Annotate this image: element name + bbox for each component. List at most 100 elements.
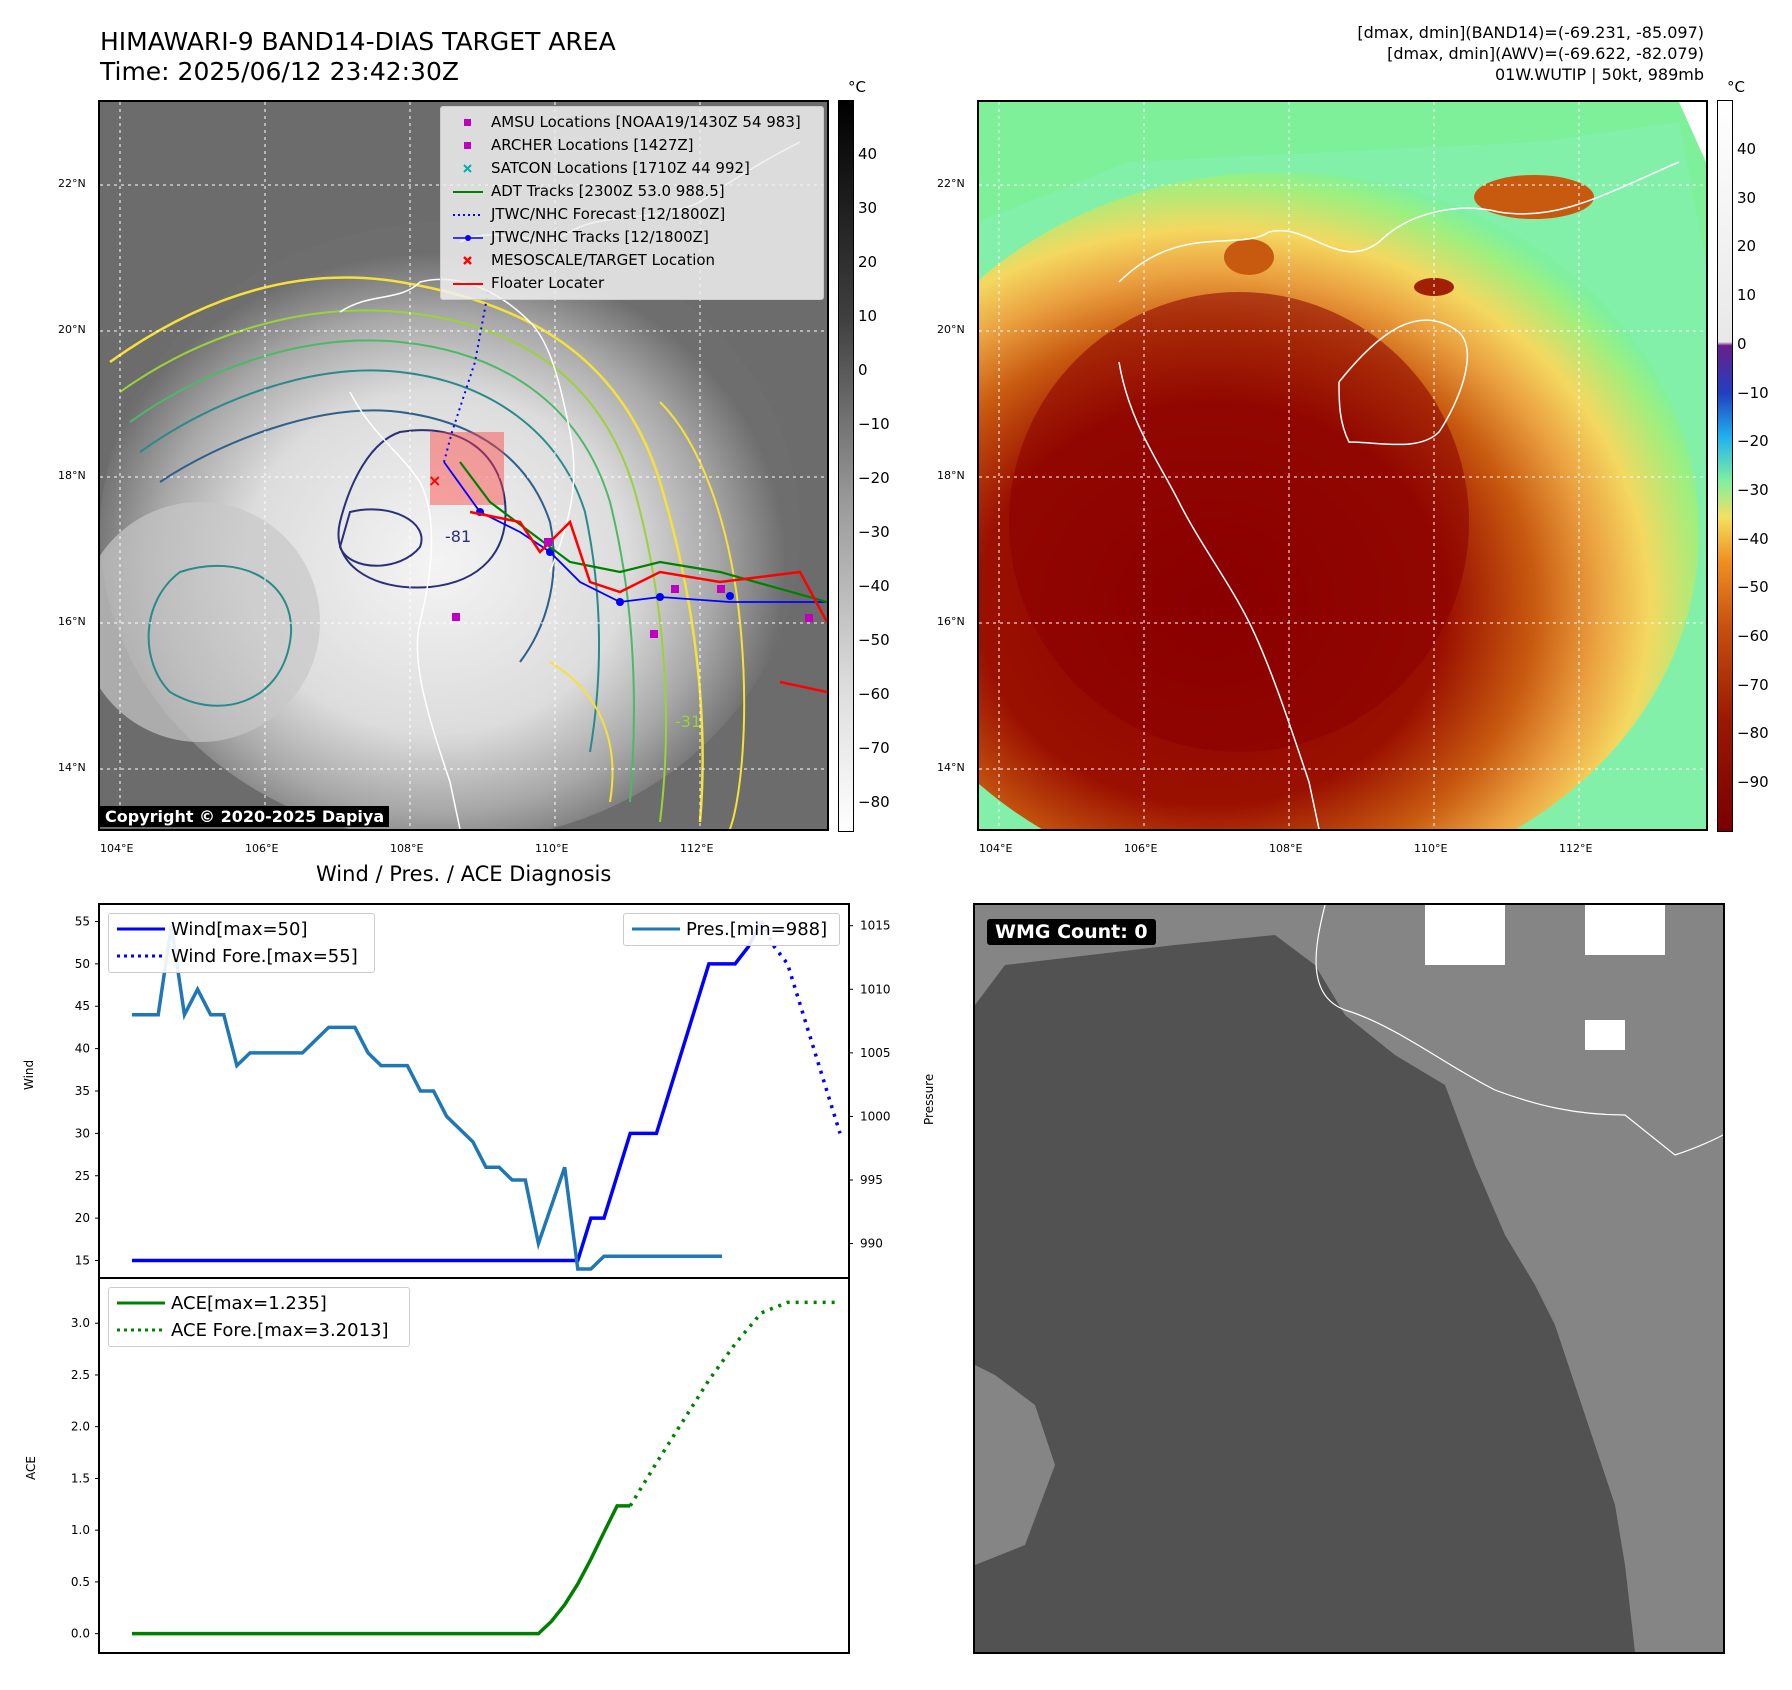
colorbar-tick-label: −20	[1737, 432, 1769, 451]
legend-archer: ARCHER Locations [1427Z]	[441, 134, 823, 157]
solid-line-icon	[117, 927, 165, 931]
y-tick-label: 35	[75, 1084, 90, 1098]
colorbar-tick-label: −10	[858, 415, 890, 433]
colorbar-tick-label: −90	[1737, 773, 1769, 792]
ace-series-line	[628, 1300, 840, 1507]
lon-label: 106°E	[1124, 842, 1158, 855]
lat-label: 16°N	[937, 615, 965, 628]
lat-label: 22°N	[937, 177, 965, 190]
y-tick-label: 0.0	[71, 1627, 90, 1641]
x-marker-icon	[463, 256, 472, 265]
figure-title: HIMAWARI-9 BAND14-DIAS TARGET AREA	[100, 27, 616, 56]
colorbar-unit: °C	[1727, 78, 1745, 96]
diagnosis-title: Wind / Pres. / ACE Diagnosis	[316, 862, 612, 886]
colorbar-tick-label: −80	[1737, 724, 1769, 743]
wmg-map-svg	[975, 905, 1723, 1652]
legend-satcon: SATCON Locations [1710Z 44 992]	[441, 157, 823, 180]
contour-label-31: -31	[675, 712, 701, 731]
legend-wind-fore: Wind Fore.[max=55]	[109, 943, 374, 970]
colorbar-tick-label: −50	[858, 631, 890, 649]
square-marker-icon	[464, 119, 471, 126]
ir-map-panel: -81 -31 ×	[98, 100, 829, 831]
ir-map-legend: AMSU Locations [NOAA19/1430Z 54 983] ARC…	[440, 106, 824, 300]
wind-chart-svg: 15 20 25 30 35 40 45 50 55 990 995 1000 1005 1010 1015	[75, 914, 891, 1271]
wind-series-line	[132, 920, 763, 1263]
y-tick-label: 995	[860, 1173, 883, 1187]
colorbar-tick-label: 40	[1737, 140, 1757, 158]
info-storm: 01W.WUTIP | 50kt, 989mb	[1494, 65, 1704, 84]
x-marker-icon	[463, 164, 472, 173]
legend-jtwc-forecast: JTWC/NHC Forecast [12/1800Z]	[441, 203, 823, 226]
line-dot-icon	[453, 235, 483, 241]
legend-wind: Wind[max=50]	[109, 916, 374, 943]
pressure-axis-title: Pressure	[922, 1073, 936, 1125]
wind-series-line	[759, 920, 842, 1134]
legend-floater: Floater Locater	[441, 272, 823, 295]
wind-legend: Wind[max=50] Wind Fore.[max=55]	[108, 913, 375, 973]
colorbar-tick-label: −20	[858, 469, 890, 487]
colorbar-tick-label: 30	[1737, 188, 1757, 207]
y-tick-label: 3.0	[71, 1316, 90, 1330]
awv-map-panel	[977, 100, 1708, 831]
lat-label: 18°N	[937, 469, 965, 482]
svg-text:×: ×	[428, 471, 441, 490]
y-tick-label: 1015	[860, 919, 891, 933]
legend-jtwc-tracks: JTWC/NHC Tracks [12/1800Z]	[441, 226, 823, 249]
colorbar-unit: °C	[848, 78, 866, 96]
lon-label: 108°E	[390, 842, 424, 855]
square-marker-icon	[464, 142, 471, 149]
y-tick-label: 1010	[860, 982, 891, 996]
colorbar-tick-label: −40	[1737, 529, 1769, 548]
y-tick-label: 25	[75, 1169, 90, 1183]
ace-legend: ACE[max=1.235] ACE Fore.[max=3.2013]	[108, 1287, 410, 1347]
legend-mesoscale: MESOSCALE/TARGET Location	[441, 249, 823, 272]
colorbar-tick-label: 20	[858, 253, 878, 271]
lat-label: 16°N	[58, 615, 86, 628]
line-marker-icon	[453, 283, 483, 285]
wmg-panel: WMG Count: 0	[973, 903, 1725, 1654]
colorbar-tick-label: −30	[858, 523, 890, 541]
dotted-line-icon	[117, 954, 165, 958]
y-tick-label: 1.0	[71, 1523, 90, 1537]
solid-line-icon	[117, 1301, 165, 1305]
lat-label: 22°N	[58, 177, 86, 190]
colorbar-tick-label: 30	[858, 199, 878, 217]
lat-label: 20°N	[937, 323, 965, 336]
solid-line-icon	[632, 927, 680, 931]
lat-label: 14°N	[937, 761, 965, 774]
y-tick-label: 1.5	[71, 1471, 90, 1485]
info-awv: [dmax, dmin](AWV)=(-69.622, -82.079)	[1387, 44, 1704, 63]
wind-axis-title: Wind	[22, 1059, 36, 1090]
y-tick-label: 15	[75, 1254, 90, 1268]
lon-label: 110°E	[535, 842, 569, 855]
colorbar-tick-label: 10	[858, 307, 878, 325]
lon-label: 104°E	[100, 842, 134, 855]
awv-map-svg	[979, 102, 1706, 829]
wmg-count-badge: WMG Count: 0	[987, 919, 1156, 945]
y-tick-label: 0.5	[71, 1575, 90, 1589]
lon-label: 104°E	[979, 842, 1013, 855]
y-tick-label: 2.0	[71, 1420, 90, 1434]
colorbar-tick-label: −60	[858, 685, 890, 703]
y-tick-label: 2.5	[71, 1368, 90, 1382]
lat-label: 18°N	[58, 469, 86, 482]
colorbar-tick-label: −10	[1737, 383, 1769, 402]
contour-label-81: -81	[445, 527, 471, 546]
lon-label: 108°E	[1269, 842, 1303, 855]
lat-label: 14°N	[58, 761, 86, 774]
pressure-series-line	[132, 925, 722, 1271]
y-tick-label: 30	[75, 1126, 90, 1140]
y-tick-label: 20	[75, 1211, 90, 1225]
y-tick-label: 990	[860, 1237, 883, 1251]
lon-label: 106°E	[245, 842, 279, 855]
ir-colorbar	[838, 100, 854, 832]
dotted-line-icon	[117, 1328, 165, 1332]
y-tick-label: 40	[75, 1042, 90, 1056]
dotted-line-icon	[453, 214, 483, 216]
legend-pressure: Pres.[min=988]	[624, 916, 839, 943]
ace-axis-title: ACE	[24, 1456, 38, 1480]
y-tick-label: 1005	[860, 1046, 891, 1060]
legend-amsu: AMSU Locations [NOAA19/1430Z 54 983]	[441, 111, 823, 134]
legend-adt: ADT Tracks [2300Z 53.0 988.5]	[441, 180, 823, 203]
awv-colorbar	[1717, 100, 1733, 832]
